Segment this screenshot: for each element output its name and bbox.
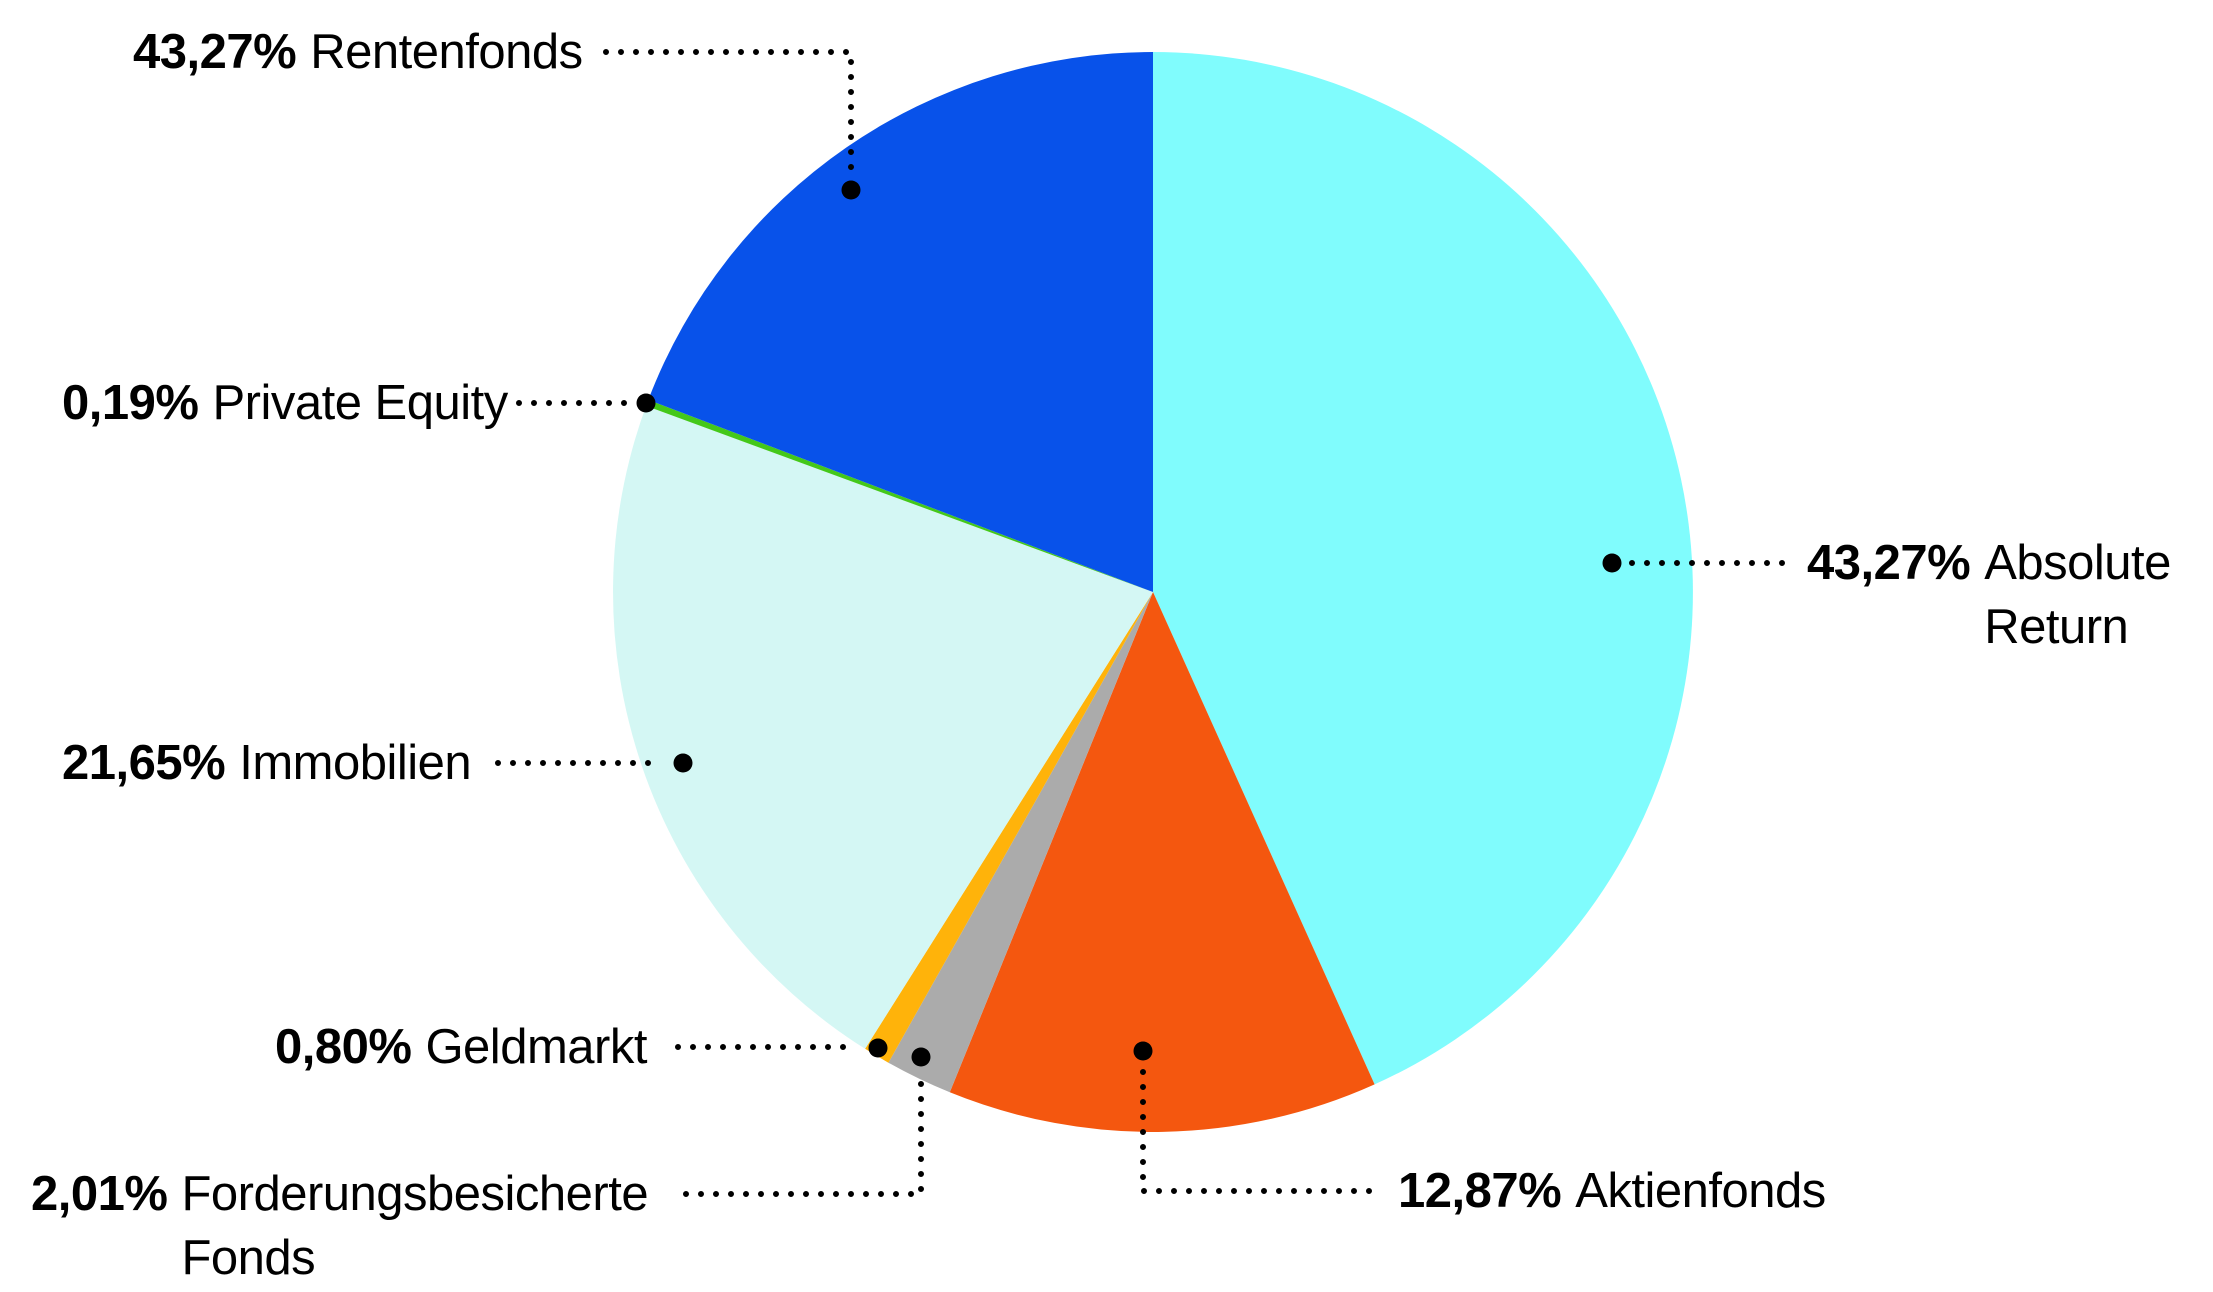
label-absolute-return: 43,27% Absolute Return [1807, 531, 2213, 659]
slice-forderungsbesicherte-fonds [888, 592, 1153, 1093]
slice-name: Rentenfonds [310, 25, 583, 79]
leader-rentenfonds [603, 49, 854, 171]
dot-private-equity [636, 393, 656, 413]
dot-absolute-return [1602, 553, 1622, 573]
leader-forderungsbesicherte-fonds [683, 1075, 924, 1197]
slice-name: Absolute Return [1984, 536, 2171, 654]
label-private-equity: 0,19% Private Equity [62, 371, 508, 435]
label-geldmarkt: 0,80% Geldmarkt [275, 1015, 647, 1079]
dot-geldmarkt [868, 1038, 888, 1058]
percent-value: 43,27% [1807, 536, 1971, 590]
label-forderungsbesicherte-fonds: 2,01% Forderungsbesicherte Fonds [31, 1162, 701, 1290]
dot-immobilien [673, 753, 693, 773]
slice-name: Forderungsbesicherte Fonds [181, 1167, 649, 1285]
dot-rentenfonds [841, 180, 861, 200]
label-aktienfonds: 12,87% Aktienfonds [1398, 1159, 1826, 1223]
percent-value: 12,87% [1398, 1164, 1562, 1218]
slice-name: Private Equity [212, 376, 508, 430]
slice-rentenfonds [648, 51, 1153, 592]
slice-name: Geldmarkt [425, 1020, 647, 1074]
leader-lines [495, 49, 1795, 1197]
dot-aktienfonds [1133, 1041, 1153, 1061]
slice-geldmarkt [865, 592, 1153, 1063]
percent-value: 0,80% [275, 1020, 412, 1074]
slice-immobilien [613, 405, 1153, 1049]
percent-value: 2,01% [31, 1167, 168, 1221]
label-rentenfonds: 43,27% Rentenfonds [133, 20, 583, 84]
dot-forderungsbesicherte-fonds [911, 1047, 931, 1067]
pie [613, 51, 1693, 1132]
slice-absolute-return [1153, 52, 1693, 1085]
label-immobilien: 21,65% Immobilien [62, 731, 472, 795]
leader-aktienfonds [1140, 1069, 1383, 1194]
slice-aktienfonds [949, 592, 1375, 1132]
percent-value: 43,27% [133, 25, 297, 79]
slice-private-equity [646, 399, 1153, 592]
slice-name: Aktienfonds [1575, 1164, 1826, 1218]
slice-name: Immobilien [239, 736, 472, 790]
percent-value: 0,19% [62, 376, 199, 430]
percent-value: 21,65% [62, 736, 226, 790]
